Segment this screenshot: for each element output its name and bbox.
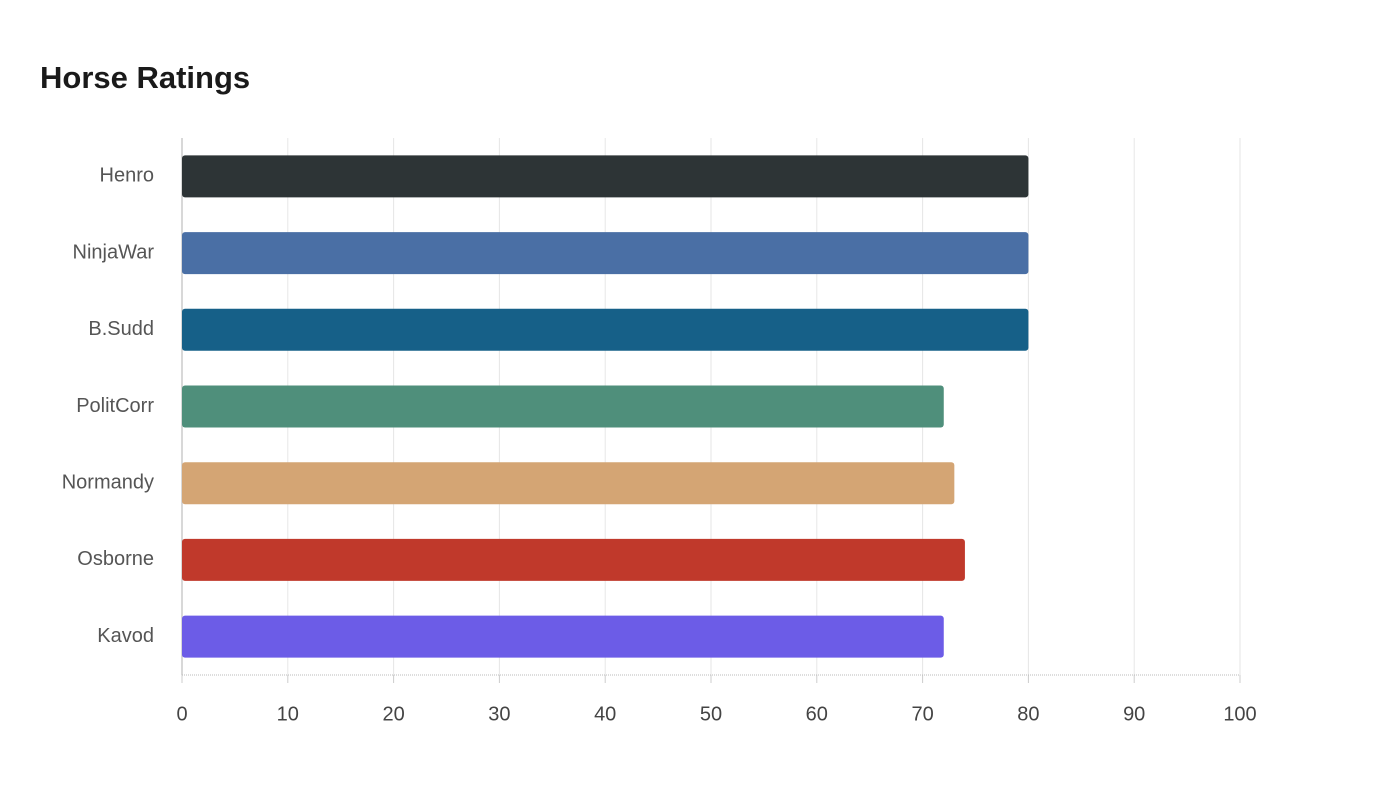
y-tick-label: Normandy (62, 471, 154, 493)
x-tick-label: 50 (700, 703, 722, 725)
y-tick-label: B.Sudd (88, 318, 154, 340)
bar (182, 232, 1029, 275)
y-tick-label: Henro (100, 165, 154, 187)
bar (182, 615, 944, 658)
bar (182, 462, 955, 505)
x-tick-label: 80 (1017, 703, 1039, 725)
y-tick-label: PolitCorr (76, 395, 154, 417)
chart-title: Horse Ratings (40, 60, 250, 95)
y-tick-label: Osborne (77, 548, 154, 570)
x-tick-label: 0 (176, 703, 187, 725)
x-tick-label: 20 (382, 703, 404, 725)
x-tick-label: 90 (1123, 703, 1145, 725)
bar (182, 308, 1029, 351)
x-tick-label: 10 (277, 703, 299, 725)
bar (182, 385, 944, 428)
y-tick-label: Kavod (97, 625, 154, 647)
bar (182, 538, 965, 581)
x-tick-label: 30 (488, 703, 510, 725)
x-tick-label: 70 (911, 703, 933, 725)
x-tick-label: 40 (594, 703, 616, 725)
y-tick-label: NinjaWar (73, 241, 155, 263)
x-tick-label: 60 (806, 703, 828, 725)
bar (182, 155, 1029, 198)
x-tick-label: 100 (1223, 703, 1256, 725)
